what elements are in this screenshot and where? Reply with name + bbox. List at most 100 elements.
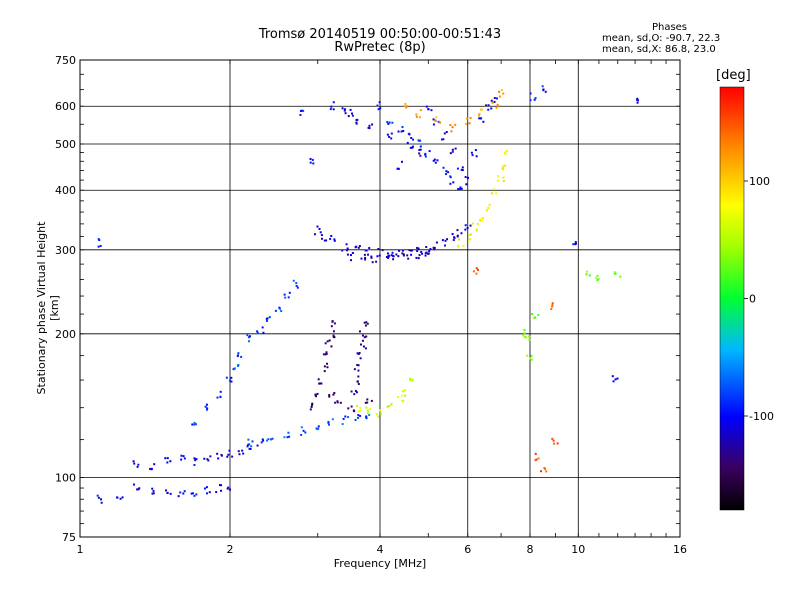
echo-point — [333, 322, 336, 325]
echo-point — [219, 390, 222, 393]
echo-point — [551, 302, 554, 305]
echo-point — [401, 125, 404, 128]
echo-point — [452, 239, 455, 242]
echo-point — [97, 496, 100, 499]
echo-point — [543, 467, 546, 470]
echo-point — [326, 340, 329, 343]
phase-statistics-x: mean, sd,X: 86.8, 23.0 — [602, 44, 716, 55]
echo-point — [204, 405, 207, 408]
echo-point — [228, 488, 231, 491]
echo-point — [491, 101, 494, 104]
echo-point — [325, 239, 328, 242]
echo-point — [417, 139, 420, 142]
echo-point — [475, 229, 478, 232]
echo-point — [425, 105, 428, 108]
colorbar-tick-label: -100 — [749, 410, 774, 423]
echo-point — [368, 414, 371, 417]
echo-point — [304, 431, 307, 434]
echo-point — [387, 122, 390, 125]
echo-point — [137, 463, 140, 466]
echo-point — [327, 422, 330, 425]
echo-point — [299, 109, 302, 112]
echo-point — [284, 296, 287, 299]
echo-point — [283, 436, 286, 439]
echo-point — [475, 228, 478, 231]
echo-point — [336, 401, 339, 404]
echo-point — [552, 439, 555, 442]
echo-point — [636, 99, 639, 102]
echo-point — [350, 259, 353, 262]
echo-point — [238, 453, 241, 456]
echo-point — [314, 394, 317, 397]
echo-point — [544, 90, 547, 93]
echo-point — [461, 169, 464, 172]
echo-point — [419, 109, 422, 112]
echo-point — [469, 116, 472, 119]
echo-point — [215, 491, 218, 494]
echo-point — [138, 487, 141, 490]
echo-point — [357, 416, 360, 419]
echo-point — [449, 176, 452, 179]
echo-point — [378, 254, 381, 257]
echo-point — [585, 272, 588, 275]
phase-statistics-o: mean, sd,O: -90.7, 22.3 — [602, 33, 721, 44]
echo-point — [482, 217, 485, 220]
echo-point — [449, 152, 452, 155]
echo-point — [357, 364, 360, 367]
colorbar-tick-label: 100 — [749, 175, 770, 188]
y-tick-label: 300 — [55, 244, 76, 257]
echo-point — [424, 254, 427, 257]
echo-point — [358, 330, 361, 333]
echo-point — [366, 409, 369, 412]
echo-point — [445, 170, 448, 173]
echo-point — [522, 334, 525, 337]
echo-point — [166, 491, 169, 494]
echo-point — [323, 370, 326, 373]
echo-point — [166, 457, 169, 460]
echo-point — [404, 394, 407, 397]
echo-point — [365, 415, 368, 418]
x-tick-label: 10 — [571, 543, 585, 556]
echo-point — [391, 251, 394, 254]
echo-point — [312, 162, 315, 165]
echo-point — [532, 317, 535, 320]
echo-point — [613, 271, 616, 274]
echo-point — [451, 233, 454, 236]
echo-point — [452, 181, 455, 184]
echo-point — [366, 398, 369, 401]
echo-point — [365, 321, 368, 324]
echo-point — [380, 412, 383, 415]
echo-point — [370, 399, 373, 402]
echo-point — [325, 352, 328, 355]
echo-point — [378, 101, 381, 104]
echo-point — [366, 412, 369, 415]
echo-point — [300, 433, 303, 436]
echo-point — [346, 249, 349, 252]
echo-point — [370, 256, 373, 259]
echo-point — [354, 389, 357, 392]
echo-point — [475, 267, 478, 270]
echo-point — [205, 408, 208, 411]
echo-point — [319, 231, 322, 234]
echo-point — [479, 117, 482, 120]
echo-point — [361, 334, 364, 337]
echo-point — [523, 335, 526, 338]
echo-point — [534, 459, 537, 462]
echo-point — [386, 121, 389, 124]
echo-point — [332, 393, 335, 396]
echo-point — [401, 394, 404, 397]
echo-point — [498, 95, 501, 98]
echo-point — [545, 470, 548, 473]
echo-point — [500, 89, 503, 92]
echo-point — [240, 355, 243, 358]
echo-point — [353, 368, 356, 371]
echo-point — [364, 347, 367, 350]
echo-point — [100, 501, 103, 504]
echo-point — [271, 437, 274, 440]
echo-point — [228, 379, 231, 382]
echo-point — [417, 257, 420, 260]
echo-point — [287, 431, 290, 434]
echo-point — [320, 234, 323, 237]
echo-point — [465, 117, 468, 120]
echo-point — [468, 122, 471, 125]
